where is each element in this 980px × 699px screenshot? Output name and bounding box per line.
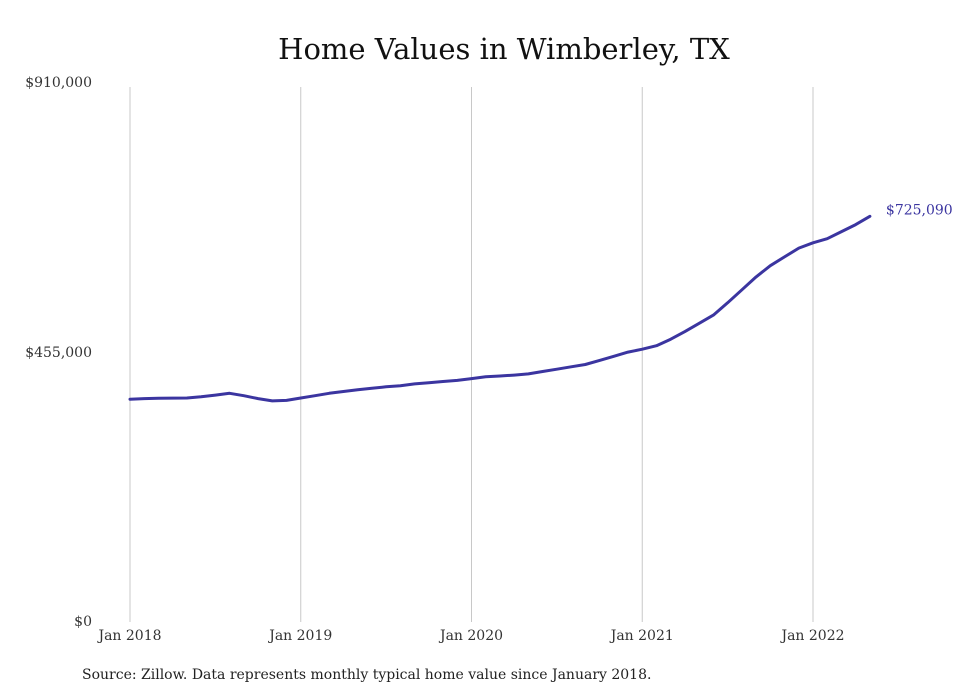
x-tick-label: Jan 2018 xyxy=(96,628,161,644)
y-tick-label: $455,000 xyxy=(25,345,92,361)
y-tick-label: $910,000 xyxy=(25,75,92,91)
x-tick-label: Jan 2022 xyxy=(779,628,844,644)
end-value-label: $725,090 xyxy=(886,202,953,218)
x-tick-label: Jan 2021 xyxy=(609,628,674,644)
y-axis-ticks: $0 $455,000 $910,000 xyxy=(25,75,92,630)
x-tick-label: Jan 2020 xyxy=(438,628,503,644)
series-line-home-value xyxy=(128,214,872,403)
chart-title: Home Values in Wimberley, TX xyxy=(278,32,730,66)
x-tick-label: Jan 2019 xyxy=(267,628,332,644)
gridlines xyxy=(129,87,814,622)
x-axis-ticks: Jan 2018 Jan 2019 Jan 2020 Jan 2021 Jan 2022 xyxy=(96,628,844,644)
y-tick-label: $0 xyxy=(74,614,92,630)
source-note: Source: Zillow. Data represents monthly … xyxy=(82,667,652,683)
